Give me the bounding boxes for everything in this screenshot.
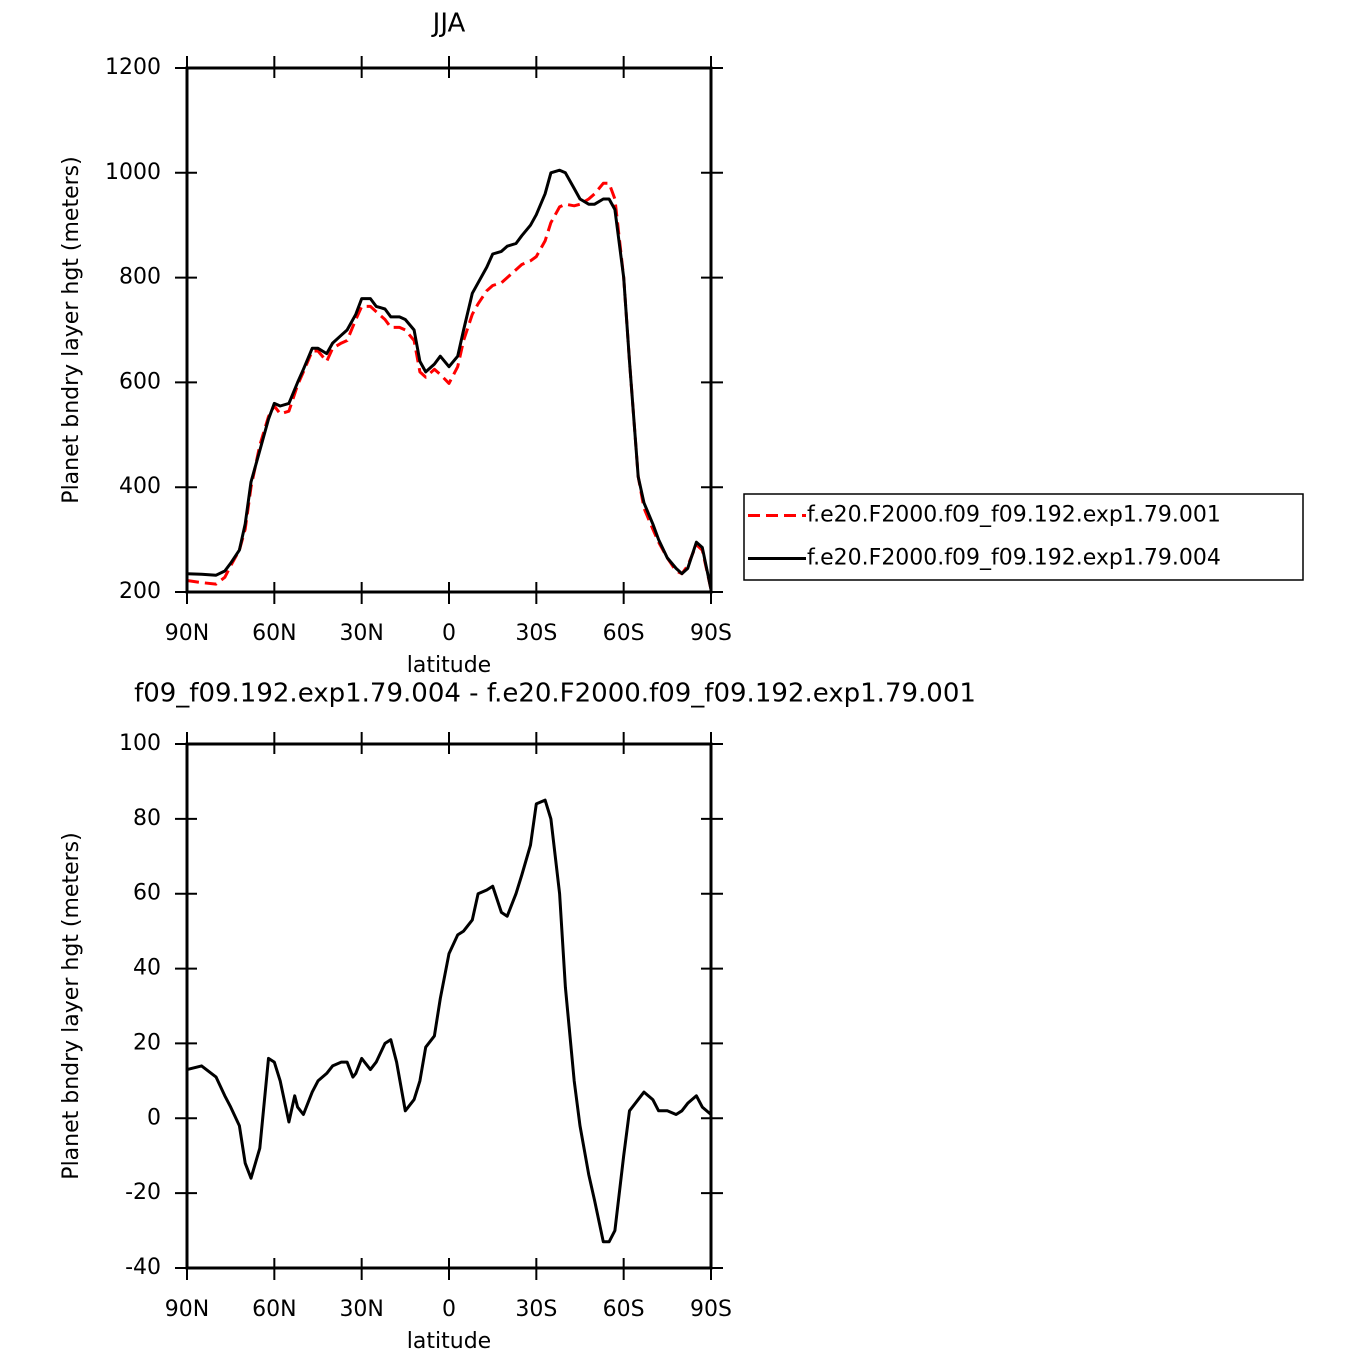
- y-tick-label: 0: [147, 1105, 161, 1130]
- data-line: [186, 168, 713, 590]
- x-tick-label: 90S: [690, 621, 732, 646]
- y-tick-label: 20: [133, 1030, 161, 1055]
- y-tick-label: 1000: [105, 160, 161, 185]
- chart-title: JJA: [431, 9, 466, 39]
- y-tick-label: 600: [119, 369, 161, 394]
- legend-label: f.e20.F2000.f09_f09.192.exp1.79.004: [807, 546, 1221, 571]
- y-tick-label: 80: [133, 806, 161, 831]
- y-tick-label: 1200: [105, 55, 161, 80]
- x-tick-label: 30N: [339, 1297, 383, 1322]
- y-tick-label: 200: [119, 579, 161, 604]
- x-tick-label: 30S: [515, 621, 557, 646]
- plot-frame: [185, 742, 713, 1270]
- x-axis-label: latitude: [407, 1329, 491, 1354]
- x-tick-label: 30N: [339, 621, 383, 646]
- legend-label: f.e20.F2000.f09_f09.192.exp1.79.001: [807, 503, 1221, 528]
- y-tick-label: -20: [125, 1180, 161, 1205]
- chart-title: f09_f09.192.exp1.79.004 - f.e20.F2000.f0…: [134, 679, 976, 709]
- y-tick-label: 400: [119, 474, 161, 499]
- y-tick-label: 100: [119, 731, 161, 756]
- x-axis-label: latitude: [407, 653, 491, 678]
- y-tick-label: 60: [133, 881, 161, 906]
- x-tick-label: 60S: [603, 621, 645, 646]
- x-tick-label: 90N: [165, 621, 209, 646]
- plot-frame: [185, 66, 713, 594]
- x-tick-label: 60S: [603, 1297, 645, 1322]
- y-tick-label: -40: [125, 1255, 161, 1280]
- x-tick-label: 60N: [252, 1297, 296, 1322]
- y-axis-label: Planet bndry layer hgt (meters): [59, 156, 84, 503]
- y-tick-label: 800: [119, 265, 161, 290]
- x-tick-label: 0: [442, 1297, 456, 1322]
- x-tick-label: 60N: [252, 621, 296, 646]
- x-tick-label: 30S: [515, 1297, 557, 1322]
- legend-box: [743, 493, 1304, 581]
- data-line: [186, 798, 712, 1244]
- x-tick-label: 90N: [165, 1297, 209, 1322]
- x-tick-label: 90S: [690, 1297, 732, 1322]
- x-tick-label: 0: [442, 621, 456, 646]
- y-tick-label: 40: [133, 956, 161, 981]
- y-axis-label: Planet bndry layer hgt (meters): [59, 832, 84, 1179]
